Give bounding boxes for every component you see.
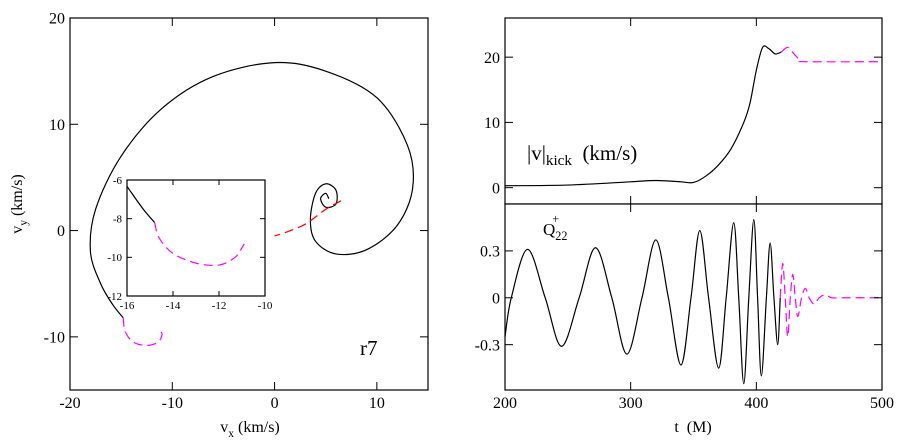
label-part: x <box>228 428 234 440</box>
label-part: 22 <box>555 229 567 243</box>
y-tick-label: 20 <box>49 11 65 28</box>
plot-frame <box>69 17 429 391</box>
x-tick-label: -10 <box>162 395 183 412</box>
data-line <box>154 222 245 267</box>
xlabel: t (M) <box>674 419 711 436</box>
data-line <box>779 262 882 338</box>
plot-frame <box>126 179 266 297</box>
data-line <box>781 46 882 63</box>
y-tick-label: -0.3 <box>475 337 500 354</box>
data-line <box>127 185 156 223</box>
xlabel: vx (km/s) <box>220 419 280 440</box>
x-tick-label: 10 <box>369 395 385 412</box>
y-tick-label: 10 <box>49 117 65 134</box>
y-tick-label: -8 <box>113 214 123 226</box>
x-tick-label: -14 <box>166 300 181 312</box>
x-tick-label: 500 <box>870 395 894 412</box>
y-tick-label: 10 <box>484 115 500 132</box>
y-tick-label: -10 <box>107 252 122 264</box>
label: |v|kick (km/s) <box>527 141 637 169</box>
x-tick-label: 0 <box>271 395 279 412</box>
data-line <box>274 200 342 237</box>
x-tick-label: 200 <box>493 395 517 412</box>
y-tick-label: -6 <box>113 175 123 187</box>
x-tick-label: 400 <box>744 395 768 412</box>
y-tick-label: 0.3 <box>480 243 500 260</box>
plot-frame-bg <box>505 18 882 204</box>
label-part: v <box>9 226 26 234</box>
plot-frame-bg <box>505 204 882 390</box>
x-tick-label: -16 <box>120 300 135 312</box>
label-part: r7 <box>360 336 378 360</box>
ylabel: vy (km/s) <box>9 174 30 234</box>
y-tick-label: 0 <box>492 180 500 197</box>
data-line <box>122 317 163 346</box>
label-part: v <box>220 419 228 436</box>
y-tick-label: 0 <box>57 223 65 240</box>
label-part: t (M) <box>674 419 711 436</box>
label-part: + <box>552 212 559 226</box>
label-part: |v| <box>527 141 546 165</box>
label-part: Q <box>543 220 555 239</box>
x-tick-label: -12 <box>212 300 227 312</box>
x-tick-label: -20 <box>59 395 80 412</box>
y-tick-label: -12 <box>107 291 122 303</box>
data-line <box>505 45 782 187</box>
label-part: kick <box>546 153 572 169</box>
data-line <box>505 219 781 385</box>
label-part: (km/s) <box>234 419 280 436</box>
y-tick-label: 0 <box>492 290 500 307</box>
inset-frame-bg <box>127 180 265 296</box>
label: Q22 + <box>543 212 568 243</box>
y-tick-label: -10 <box>44 329 65 346</box>
y-tick-label: 20 <box>484 50 500 67</box>
annotation: r7 <box>360 336 378 360</box>
x-tick-label: 300 <box>619 395 643 412</box>
plot-frame <box>504 203 883 391</box>
label-part: y <box>18 220 30 226</box>
label-part: (km/s) <box>9 174 26 220</box>
label-part: (km/s) <box>572 141 637 165</box>
x-tick-label: -10 <box>258 300 273 312</box>
